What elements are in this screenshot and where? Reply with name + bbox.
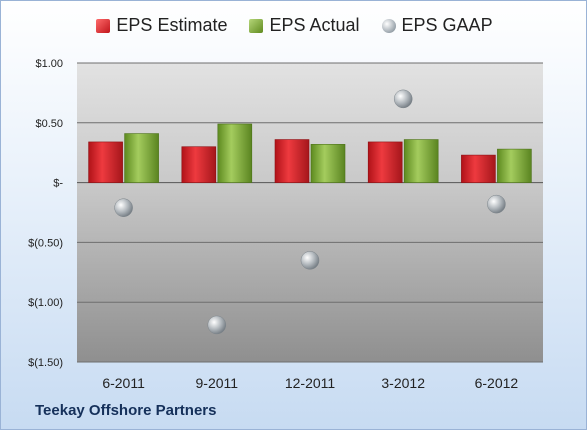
legend-label-eps-estimate: EPS Estimate bbox=[116, 15, 228, 35]
legend-item-eps-estimate: EPS Estimate bbox=[96, 15, 227, 36]
bar-eps-actual bbox=[403, 139, 439, 183]
company-name: Teekay Offshore Partners bbox=[35, 402, 217, 419]
bar-eps-actual bbox=[124, 133, 159, 183]
eps-gaap-swatch-icon bbox=[381, 18, 396, 33]
point-eps-gaap bbox=[487, 194, 506, 214]
bar-eps-estimate bbox=[461, 154, 496, 183]
x-tick-label: 6-2011 bbox=[102, 375, 145, 391]
bar-eps-estimate bbox=[367, 141, 403, 183]
eps-actual-swatch-icon bbox=[249, 18, 264, 33]
y-tick-label: $0.50 bbox=[35, 118, 63, 130]
legend-label-eps-actual: EPS Actual bbox=[269, 15, 360, 35]
legend-item-eps-gaap: EPS GAAP bbox=[381, 15, 493, 36]
plot-background bbox=[77, 63, 543, 362]
y-tick-label: $(0.50) bbox=[28, 237, 63, 249]
point-eps-gaap bbox=[207, 315, 227, 335]
x-tick-label: 3-2012 bbox=[381, 375, 425, 391]
bar-eps-actual bbox=[217, 123, 253, 183]
bar-eps-estimate bbox=[88, 141, 123, 183]
legend-item-eps-actual: EPS Actual bbox=[249, 15, 360, 36]
y-tick-label: $(1.00) bbox=[28, 297, 63, 309]
bar-eps-estimate bbox=[181, 146, 217, 183]
point-eps-gaap bbox=[393, 89, 413, 109]
bar-eps-actual bbox=[310, 144, 346, 183]
legend-label-eps-gaap: EPS GAAP bbox=[401, 15, 493, 35]
y-tick-label: $(1.50) bbox=[28, 357, 63, 369]
x-tick-label: 6-2012 bbox=[475, 375, 519, 391]
x-tick-label: 9-2011 bbox=[196, 375, 239, 391]
y-tick-label: $- bbox=[53, 178, 63, 190]
point-eps-gaap bbox=[114, 198, 133, 217]
eps-estimate-swatch-icon bbox=[96, 18, 111, 33]
y-tick-label: $1.00 bbox=[35, 58, 63, 70]
x-tick-label: 12-2011 bbox=[285, 375, 336, 391]
point-eps-gaap bbox=[300, 251, 320, 270]
legend: EPS Estimate EPS Actual EPS GAAP bbox=[1, 15, 587, 36]
bar-eps-estimate bbox=[274, 139, 310, 183]
bar-eps-actual bbox=[497, 148, 532, 183]
